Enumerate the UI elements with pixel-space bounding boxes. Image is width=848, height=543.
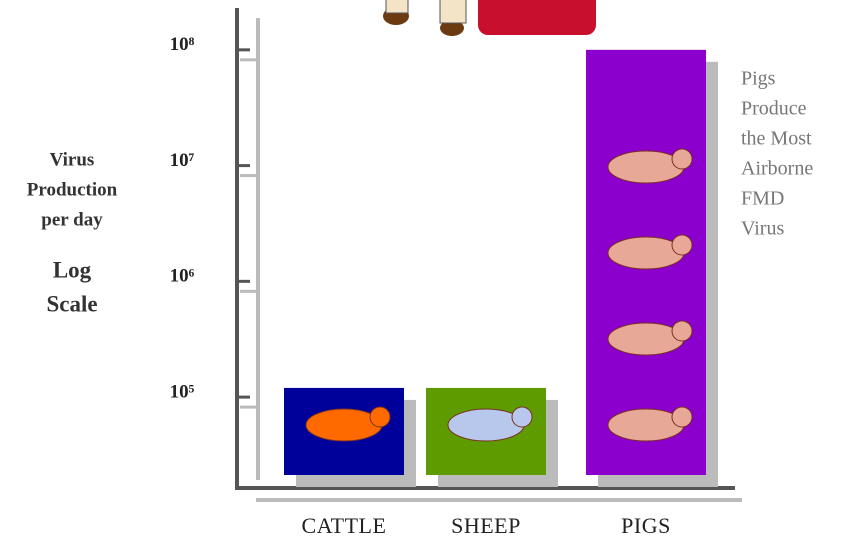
scale-label: Scale: [46, 291, 97, 316]
y-tick-label: 10⁸: [170, 34, 195, 55]
animal-head: [370, 407, 390, 427]
cartoon: [383, 0, 596, 36]
annotation: Airborne: [741, 158, 813, 180]
y-tick-label: 10⁵: [170, 381, 195, 402]
annotation: FMD: [741, 188, 784, 210]
chart: 10⁵ 10⁶ 10⁷ 10⁸ Virus Production per day Log Sca…: [0, 0, 848, 543]
annotation: Pigs: [741, 68, 776, 90]
animal-head: [672, 235, 692, 255]
y-label: Virus: [50, 149, 95, 170]
x-tick-label: CATTLE: [302, 513, 387, 538]
x-tick-label: PIGS: [621, 513, 671, 538]
animal-head: [512, 407, 532, 427]
annotation: Virus: [741, 218, 784, 240]
y-tick-label: 10⁷: [170, 150, 195, 171]
x-tick-label: SHEEP: [451, 513, 521, 538]
y-tick-label: 10⁶: [170, 266, 195, 287]
y-label: Production: [27, 179, 118, 200]
animal-head: [672, 149, 692, 169]
annotation: the Most: [741, 128, 812, 150]
scale-label: Log: [53, 257, 92, 282]
animal-head: [672, 321, 692, 341]
y-label: per day: [41, 209, 103, 230]
annotation: Produce: [741, 98, 807, 120]
animal-head: [672, 407, 692, 427]
